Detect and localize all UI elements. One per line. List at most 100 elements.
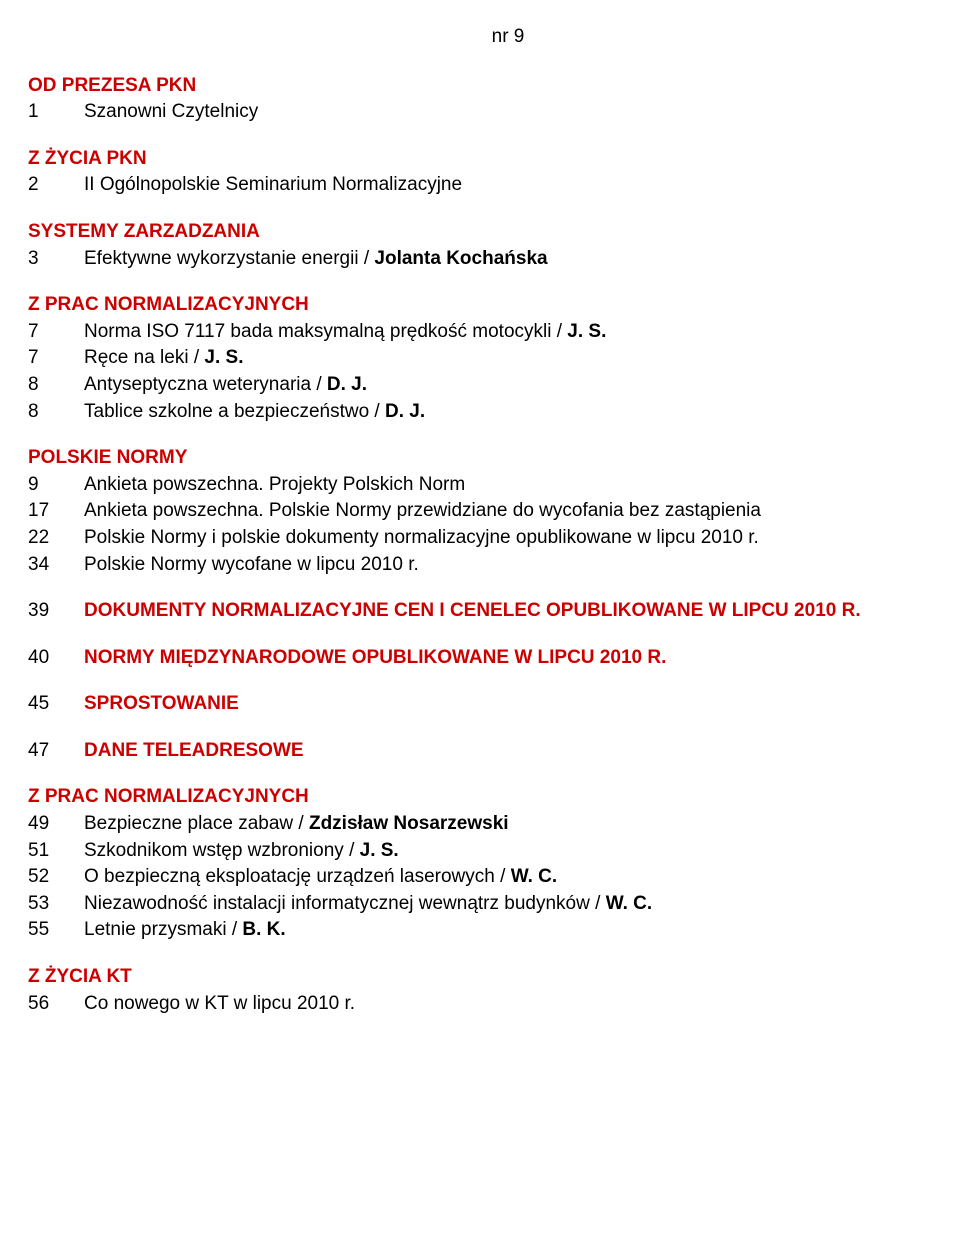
entry-num: 51	[28, 838, 84, 865]
toc-entry: 8 Antyseptyczna weterynaria / D. J.	[28, 372, 960, 399]
entry-text: Szanowni Czytelnicy	[84, 99, 960, 126]
toc-entry: 56 Co nowego w KT w lipcu 2010 r.	[28, 991, 960, 1018]
entry-num: 52	[28, 864, 84, 891]
toc-entry: 55 Letnie przysmaki / B. K.	[28, 917, 960, 944]
entry-num: 3	[28, 246, 84, 273]
entry-author: J. S.	[360, 840, 399, 861]
section-heading: Z ŻYCIA KT	[28, 964, 960, 991]
entry-title: Tablice szkolne a bezpieczeństwo /	[84, 401, 385, 422]
section-heading: Z PRAC NORMALIZACYJNYCH	[28, 292, 960, 319]
entry-title: Niezawodność instalacji informatycznej w…	[84, 893, 606, 914]
toc-entry: 45 SPROSTOWANIE	[28, 691, 960, 718]
entry-text: Polskie Normy wycofane w lipcu 2010 r.	[84, 552, 960, 579]
entry-num: 2	[28, 172, 84, 199]
entry-num: 34	[28, 552, 84, 579]
entry-text: Co nowego w KT w lipcu 2010 r.	[84, 991, 960, 1018]
section-z-zycia-kt: Z ŻYCIA KT 56 Co nowego w KT w lipcu 201…	[28, 964, 960, 1017]
entry-author: Jolanta Kochańska	[374, 248, 547, 269]
entry-num: 53	[28, 891, 84, 918]
section-heading: SYSTEMY ZARZADZANIA	[28, 219, 960, 246]
entry-author: W. C.	[511, 866, 557, 887]
entry-title: Ręce na leki /	[84, 347, 204, 368]
toc-entry: 39 DOKUMENTY NORMALIZACYJNE CEN I CENELE…	[28, 598, 960, 625]
entry-author: D. J.	[385, 401, 425, 422]
section-polskie-normy: POLSKIE NORMY 9 Ankieta powszechna. Proj…	[28, 445, 960, 578]
entry-title: Norma ISO 7117 bada maksymalną prędkość …	[84, 321, 567, 342]
entry-author: J. S.	[567, 321, 606, 342]
section-heading: Z ŻYCIA PKN	[28, 146, 960, 173]
entry-text: Szkodnikom wstęp wzbroniony / J. S.	[84, 838, 960, 865]
section-dokumenty-cen: 39 DOKUMENTY NORMALIZACYJNE CEN I CENELE…	[28, 598, 960, 625]
entry-num: 40	[28, 645, 84, 672]
section-heading: Z PRAC NORMALIZACYJNYCH	[28, 784, 960, 811]
section-z-prac-norm-1: Z PRAC NORMALIZACYJNYCH 7 Norma ISO 7117…	[28, 292, 960, 425]
toc-entry: 49 Bezpieczne place zabaw / Zdzisław Nos…	[28, 811, 960, 838]
entry-num: 8	[28, 399, 84, 426]
entry-title: Antyseptyczna weterynaria /	[84, 374, 327, 395]
section-z-zycia-pkn: Z ŻYCIA PKN 2 II Ogólnopolskie Seminariu…	[28, 146, 960, 199]
toc-entry: 53 Niezawodność instalacji informatyczne…	[28, 891, 960, 918]
entry-text: DANE TELEADRESOWE	[84, 738, 960, 765]
section-heading: OD PREZESA PKN	[28, 73, 960, 100]
entry-text: Niezawodność instalacji informatycznej w…	[84, 891, 960, 918]
toc-entry: 17 Ankieta powszechna. Polskie Normy prz…	[28, 498, 960, 525]
section-heading: POLSKIE NORMY	[28, 445, 960, 472]
entry-author: Zdzisław Nosarzewski	[309, 813, 509, 834]
section-od-prezesa: OD PREZESA PKN 1 Szanowni Czytelnicy	[28, 73, 960, 126]
entry-num: 17	[28, 498, 84, 525]
entry-num: 45	[28, 691, 84, 718]
entry-num: 22	[28, 525, 84, 552]
entry-num: 7	[28, 319, 84, 346]
toc-entry: 34 Polskie Normy wycofane w lipcu 2010 r…	[28, 552, 960, 579]
entry-text: Tablice szkolne a bezpieczeństwo / D. J.	[84, 399, 960, 426]
toc-entry: 7 Ręce na leki / J. S.	[28, 345, 960, 372]
entry-num: 1	[28, 99, 84, 126]
entry-num: 9	[28, 472, 84, 499]
toc-entry: 8 Tablice szkolne a bezpieczeństwo / D. …	[28, 399, 960, 426]
entry-num: 8	[28, 372, 84, 399]
toc-entry: 22 Polskie Normy i polskie dokumenty nor…	[28, 525, 960, 552]
section-systemy-zarzadzania: SYSTEMY ZARZADZANIA 3 Efektywne wykorzys…	[28, 219, 960, 272]
entry-text: Polskie Normy i polskie dokumenty normal…	[84, 525, 960, 552]
entry-author: D. J.	[327, 374, 367, 395]
entry-text: Norma ISO 7117 bada maksymalną prędkość …	[84, 319, 960, 346]
toc-entry: 2 II Ogólnopolskie Seminarium Normalizac…	[28, 172, 960, 199]
entry-text: DOKUMENTY NORMALIZACYJNE CEN I CENELEC O…	[84, 598, 960, 625]
toc-entry: 51 Szkodnikom wstęp wzbroniony / J. S.	[28, 838, 960, 865]
entry-title: O bezpieczną eksploatację urządzeń laser…	[84, 866, 511, 887]
entry-num: 49	[28, 811, 84, 838]
section-z-prac-norm-2: Z PRAC NORMALIZACYJNYCH 49 Bezpieczne pl…	[28, 784, 960, 944]
toc-entry: 40 NORMY MIĘDZYNARODOWE OPUBLIKOWANE W L…	[28, 645, 960, 672]
toc-entry: 47 DANE TELEADRESOWE	[28, 738, 960, 765]
section-normy-miedzynarodowe: 40 NORMY MIĘDZYNARODOWE OPUBLIKOWANE W L…	[28, 645, 960, 672]
entry-text: Antyseptyczna weterynaria / D. J.	[84, 372, 960, 399]
entry-author: B. K.	[242, 919, 285, 940]
entry-text: Ankieta powszechna. Projekty Polskich No…	[84, 472, 960, 499]
toc-entry: 52 O bezpieczną eksploatację urządzeń la…	[28, 864, 960, 891]
entry-author: J. S.	[204, 347, 243, 368]
entry-num: 47	[28, 738, 84, 765]
toc-entry: 3 Efektywne wykorzystanie energii / Jola…	[28, 246, 960, 273]
entry-text: O bezpieczną eksploatację urządzeń laser…	[84, 864, 960, 891]
entry-author: W. C.	[606, 893, 652, 914]
toc-entry: 9 Ankieta powszechna. Projekty Polskich …	[28, 472, 960, 499]
entry-title: Szkodnikom wstęp wzbroniony /	[84, 840, 360, 861]
entry-num: 55	[28, 917, 84, 944]
section-sprostowanie: 45 SPROSTOWANIE	[28, 691, 960, 718]
entry-title: Letnie przysmaki /	[84, 919, 242, 940]
entry-text: Letnie przysmaki / B. K.	[84, 917, 960, 944]
entry-text: SPROSTOWANIE	[84, 691, 960, 718]
toc-entry: 7 Norma ISO 7117 bada maksymalną prędkoś…	[28, 319, 960, 346]
entry-text: Ręce na leki / J. S.	[84, 345, 960, 372]
issue-number: nr 9	[28, 24, 960, 51]
entry-num: 39	[28, 598, 84, 625]
entry-num: 7	[28, 345, 84, 372]
section-dane-teleadresowe: 47 DANE TELEADRESOWE	[28, 738, 960, 765]
entry-text: Ankieta powszechna. Polskie Normy przewi…	[84, 498, 960, 525]
entry-text: Bezpieczne place zabaw / Zdzisław Nosarz…	[84, 811, 960, 838]
entry-title: Bezpieczne place zabaw /	[84, 813, 309, 834]
entry-num: 56	[28, 991, 84, 1018]
entry-title: Efektywne wykorzystanie energii /	[84, 248, 374, 269]
toc-entry: 1 Szanowni Czytelnicy	[28, 99, 960, 126]
entry-text: II Ogólnopolskie Seminarium Normalizacyj…	[84, 172, 960, 199]
